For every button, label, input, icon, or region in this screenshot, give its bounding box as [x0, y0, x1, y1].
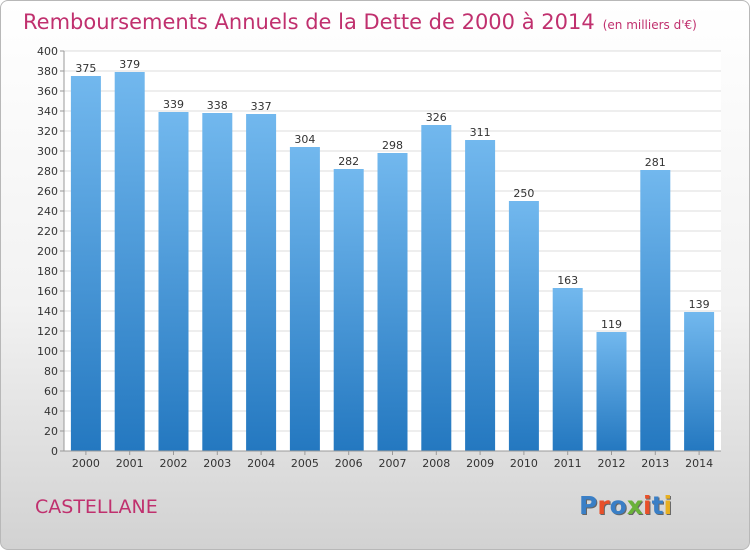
x-tick-label: 2001 [116, 457, 144, 470]
x-tick-label: 2000 [72, 457, 100, 470]
y-tick-label: 340 [37, 105, 58, 118]
y-tick-label: 260 [37, 185, 58, 198]
y-tick-label: 160 [37, 285, 58, 298]
y-tick-label: 40 [44, 405, 58, 418]
logo-letter: i [663, 491, 673, 520]
commune-name: CASTELLANE [35, 496, 158, 518]
y-tick-label: 60 [44, 385, 58, 398]
data-label-2001: 379 [119, 58, 140, 71]
data-label-2002: 339 [163, 98, 184, 111]
y-tick-label: 0 [51, 445, 58, 458]
logo-letter: i [643, 491, 652, 520]
data-label-2004: 337 [251, 100, 272, 113]
bar-2008 [421, 125, 452, 451]
bar-2006 [333, 169, 364, 451]
logo-letter: r [597, 491, 610, 520]
x-tick-label: 2004 [247, 457, 275, 470]
bar-2007 [377, 153, 408, 451]
y-axis-ticks: 0 20 40 60 80 100 120 140 160 180 200 220 240 260 280 3… [37, 45, 64, 458]
proxiti-logo: Proxiti [579, 491, 672, 520]
bar-2002 [158, 112, 189, 451]
y-tick-label: 80 [44, 365, 58, 378]
bar-2014 [684, 312, 715, 451]
x-tick-label: 2006 [335, 457, 363, 470]
x-tick-label: 2009 [466, 457, 494, 470]
bar-2012 [596, 332, 627, 451]
data-label-2012: 119 [601, 318, 622, 331]
logo-letter: x [626, 491, 643, 520]
data-label-2000: 375 [75, 62, 96, 75]
data-label-2008: 326 [426, 111, 447, 124]
title-text: Remboursements Annuels de la Dette de 20… [23, 10, 595, 34]
logo-letter: P [579, 491, 598, 520]
bar-2011 [552, 288, 583, 451]
bar-2010 [508, 201, 539, 451]
bar-2005 [289, 147, 320, 451]
data-label-2006: 282 [338, 155, 359, 168]
chart-title: Remboursements Annuels de la Dette de 20… [23, 10, 697, 34]
data-label-2007: 298 [382, 139, 403, 152]
logo-letter: t [651, 491, 664, 520]
x-tick-label: 2003 [203, 457, 231, 470]
bar-2003 [202, 113, 233, 451]
x-axis-ticks: 2000 2001 2002 2003 2004 2005 2006 2007 2008 2009… [72, 451, 713, 470]
data-label-2005: 304 [294, 133, 315, 146]
y-tick-label: 220 [37, 225, 58, 238]
bar-2013 [640, 170, 671, 451]
bar-2004 [246, 114, 277, 451]
x-tick-label: 2008 [422, 457, 450, 470]
x-tick-label: 2012 [598, 457, 626, 470]
x-tick-label: 2010 [510, 457, 538, 470]
y-tick-label: 240 [37, 205, 58, 218]
x-tick-label: 2014 [685, 457, 713, 470]
y-tick-label: 120 [37, 325, 58, 338]
y-tick-label: 140 [37, 305, 58, 318]
y-tick-label: 200 [37, 245, 58, 258]
y-tick-label: 400 [37, 45, 58, 58]
data-label-2013: 281 [645, 156, 666, 169]
bar-2009 [465, 140, 496, 451]
data-label-2003: 338 [207, 99, 228, 112]
data-label-2014: 139 [689, 298, 710, 311]
y-tick-label: 280 [37, 165, 58, 178]
data-label-2010: 250 [513, 187, 534, 200]
bars [70, 72, 715, 451]
y-tick-label: 20 [44, 425, 58, 438]
unit-note: (en milliers d'€) [602, 18, 697, 32]
y-tick-label: 300 [37, 145, 58, 158]
logo-letter: o [609, 491, 627, 520]
x-tick-label: 2007 [379, 457, 407, 470]
x-tick-label: 2013 [641, 457, 669, 470]
bar-2000 [70, 76, 101, 451]
bar-2001 [114, 72, 145, 451]
x-tick-label: 2011 [554, 457, 582, 470]
x-tick-label: 2005 [291, 457, 319, 470]
data-label-2009: 311 [470, 126, 491, 139]
y-tick-label: 380 [37, 65, 58, 78]
x-tick-label: 2002 [160, 457, 188, 470]
y-tick-label: 180 [37, 265, 58, 278]
y-tick-label: 320 [37, 125, 58, 138]
y-tick-label: 100 [37, 345, 58, 358]
y-tick-label: 360 [37, 85, 58, 98]
data-labels: 375 379 339 338 337 304 282 298 326 311 250 163 119 2… [75, 58, 709, 331]
data-label-2011: 163 [557, 274, 578, 287]
